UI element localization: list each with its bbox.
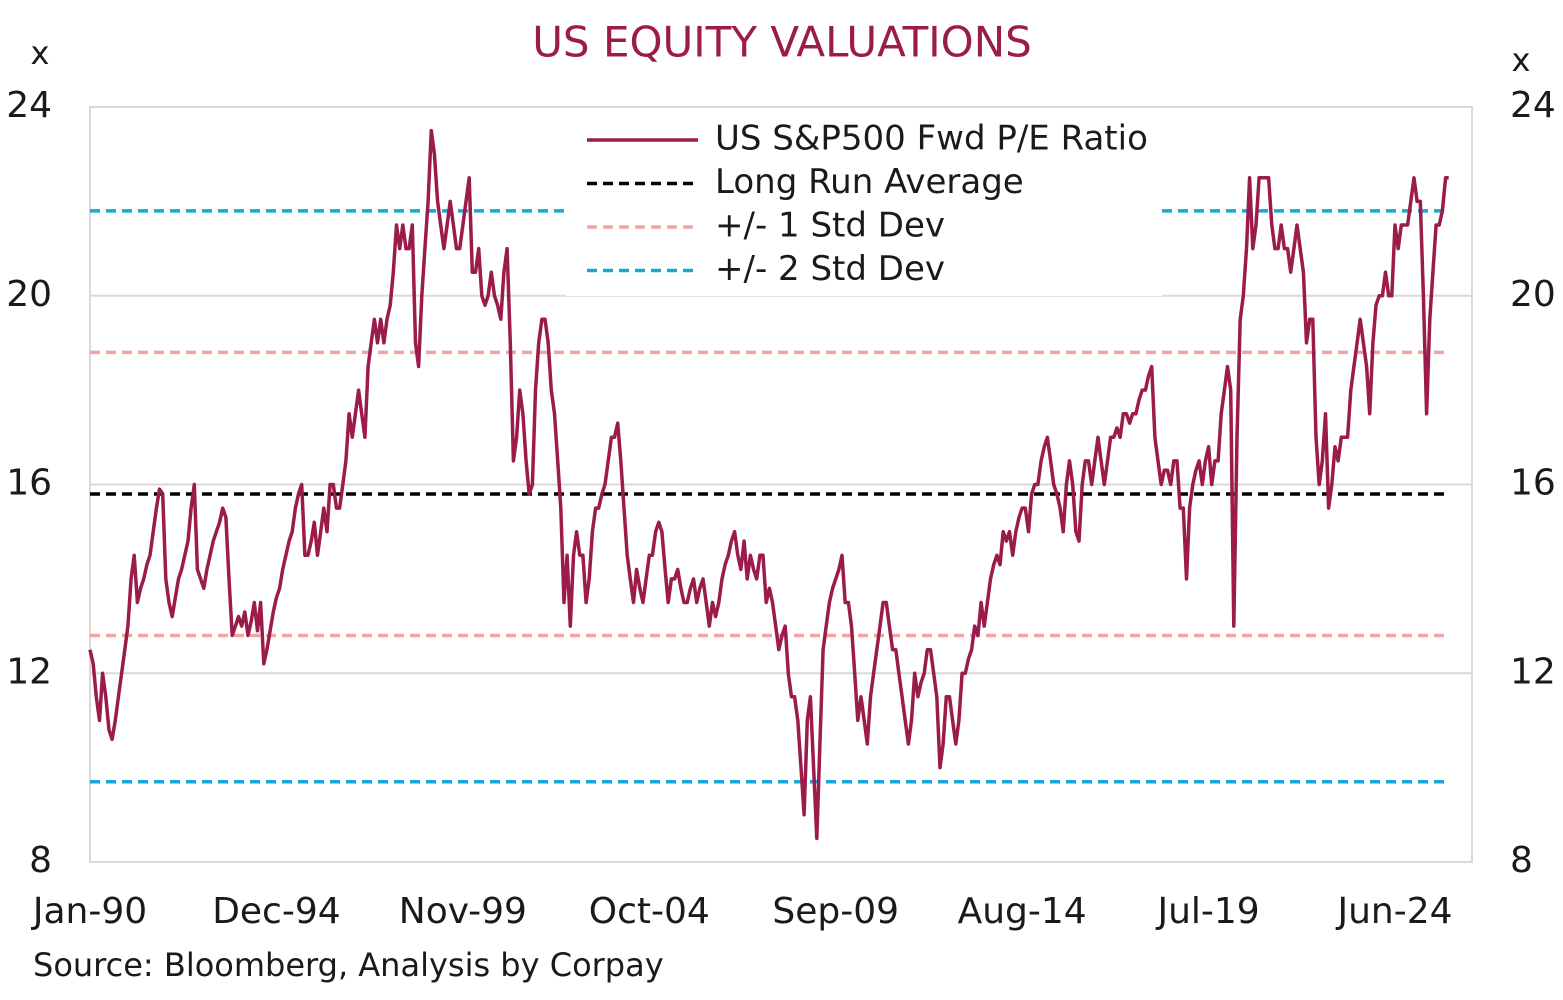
y2-tick-label: 24 — [1510, 85, 1556, 126]
y2-tick-label: 8 — [1510, 840, 1533, 881]
y2-tick-label: 20 — [1510, 274, 1556, 315]
x-tick-label: Aug-14 — [958, 891, 1087, 932]
y-tick-label: 24 — [6, 85, 52, 126]
y2-tick-label: 12 — [1510, 651, 1556, 692]
y-tick-label: 20 — [6, 274, 52, 315]
x-tick-label: Jul-19 — [1155, 891, 1259, 932]
y-tick-label: 12 — [6, 651, 52, 692]
legend-label: +/- 2 Std Dev — [715, 249, 945, 289]
legend-label: US S&P500 Fwd P/E Ratio — [715, 119, 1148, 159]
x-tick-label: Jan-90 — [31, 891, 147, 932]
x-tick-label: Oct-04 — [589, 891, 710, 932]
y-unit-label: x — [31, 34, 50, 72]
y-tick-label: 16 — [6, 463, 52, 504]
y2-unit-label: x — [1512, 41, 1531, 79]
x-tick-label: Jun-24 — [1335, 891, 1452, 932]
x-tick-label: Dec-94 — [212, 891, 340, 932]
legend-label: Long Run Average — [715, 162, 1024, 202]
y2-tick-label: 16 — [1510, 463, 1556, 504]
source-note: Source: Bloomberg, Analysis by Corpay — [33, 946, 664, 984]
x-tick-label: Sep-09 — [772, 891, 899, 932]
y-tick-label: 8 — [29, 840, 52, 881]
legend-label: +/- 1 Std Dev — [715, 206, 945, 246]
legend-background — [566, 118, 1162, 296]
series-line — [88, 128, 1449, 841]
chart-title: US EQUITY VALUATIONS — [532, 18, 1032, 67]
x-tick-label: Nov-99 — [399, 891, 527, 932]
